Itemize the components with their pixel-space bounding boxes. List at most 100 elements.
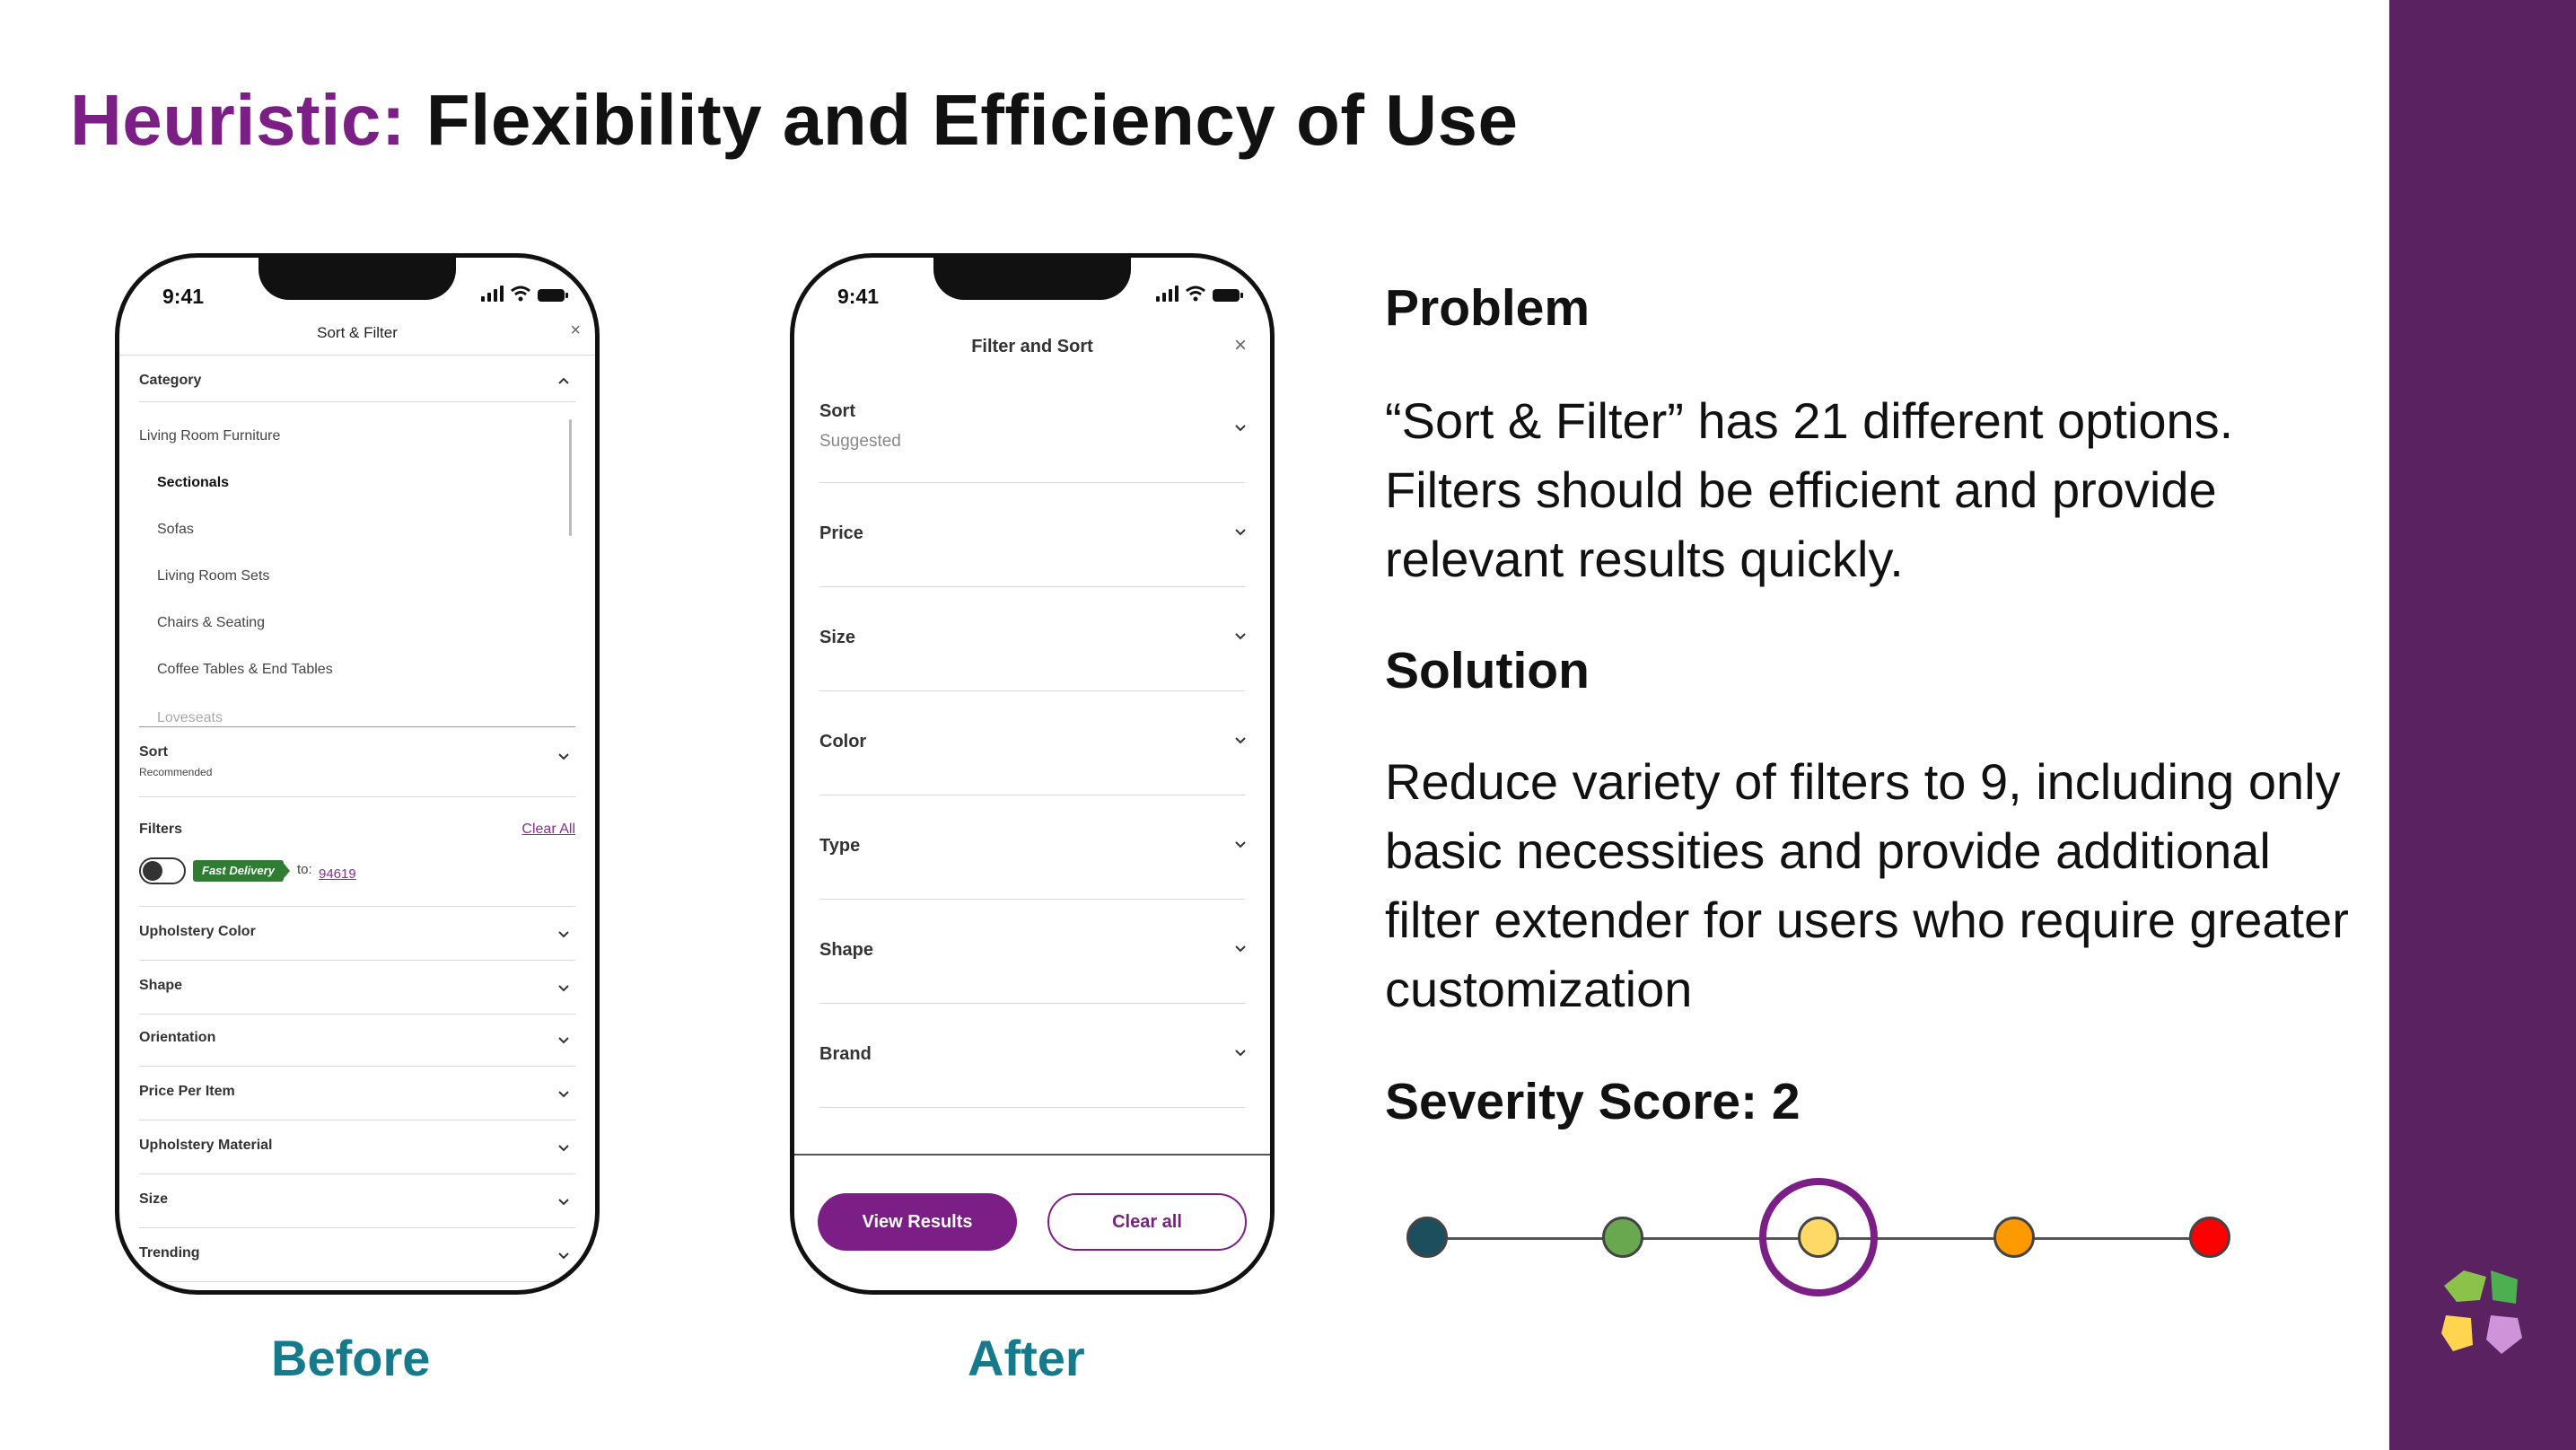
color-label[interactable]: Color (819, 732, 867, 751)
price-label[interactable]: Price (819, 523, 863, 543)
problem-text: “Sort & Filter” has 21 different options… (1385, 392, 2234, 587)
chevron-down-icon[interactable] (557, 1195, 570, 1208)
row-divider (139, 960, 575, 961)
category-item-chairs[interactable]: Chairs & Seating (157, 615, 266, 630)
delivery-zip-link[interactable]: 94619 (319, 866, 356, 882)
row-divider (819, 899, 1245, 900)
chevron-down-icon[interactable] (557, 981, 570, 994)
category-item-living-room-sets[interactable]: Living Room Sets (157, 568, 270, 584)
header-divider (119, 355, 595, 356)
clear-all-button[interactable]: Clear all (1047, 1193, 1247, 1251)
wifi-icon (1186, 286, 1205, 302)
severity-level-dot (2189, 1217, 2230, 1258)
chevron-down-icon[interactable] (1234, 629, 1247, 642)
title-text: Flexibility and Efficiency of Use (425, 80, 1519, 160)
sort-label[interactable]: Sort (819, 401, 855, 421)
row-divider (819, 482, 1245, 483)
row-divider (819, 586, 1245, 587)
brand-logo (2441, 1270, 2522, 1354)
category-divider (139, 401, 575, 402)
chevron-down-icon[interactable] (1234, 942, 1247, 954)
type-label[interactable]: Type (819, 836, 861, 856)
solution-text: Reduce variety of filters to 9, includin… (1385, 753, 2349, 1017)
before-phone: 9:41 Sort & Filter × Category Living Roo… (115, 253, 600, 1295)
row-divider (139, 1281, 575, 1282)
sheet-title: Filter and Sort (971, 337, 1093, 356)
wifi-icon (511, 286, 530, 302)
brand-sidebar (2389, 0, 2576, 1450)
filter-row-label[interactable]: Shape (139, 978, 183, 993)
close-icon[interactable]: × (1233, 333, 1247, 357)
fast-delivery-badge-tip (281, 860, 290, 882)
chevron-up-icon[interactable] (557, 374, 570, 387)
after-phone: 9:41 Filter and Sort × Sort Suggested Pr… (790, 253, 1275, 1295)
chevron-down-icon[interactable] (1234, 1046, 1247, 1059)
category-label[interactable]: Category (139, 373, 202, 388)
page-title: Heuristic: Flexibility and Efficiency of… (70, 79, 1519, 162)
battery-icon (538, 289, 568, 302)
row-divider (139, 1227, 575, 1228)
brand-label[interactable]: Brand (819, 1044, 872, 1064)
chevron-down-icon[interactable] (557, 1249, 570, 1261)
chevron-down-icon[interactable] (557, 1087, 570, 1100)
category-item-coffee-tables[interactable]: Coffee Tables & End Tables (157, 662, 333, 677)
row-divider (819, 690, 1245, 691)
category-end-divider (139, 726, 575, 727)
phone-notch (258, 258, 456, 300)
sort-divider (139, 796, 575, 797)
filter-row-label[interactable]: Upholstery Color (139, 924, 256, 939)
filter-row-label[interactable]: Size (139, 1191, 169, 1207)
clear-all-link[interactable]: Clear All (521, 822, 575, 837)
view-results-button[interactable]: View Results (818, 1193, 1017, 1251)
sheet-title: Sort & Filter (317, 324, 398, 341)
filters-label: Filters (139, 822, 183, 837)
filter-row-label[interactable]: Upholstery Material (139, 1138, 273, 1153)
sheet-footer: View Results Clear all (794, 1154, 1270, 1290)
severity-level-dot (1993, 1217, 2035, 1258)
row-divider (819, 1003, 1245, 1004)
solution-heading: Solution (1385, 642, 1590, 699)
row-divider (819, 1107, 1245, 1108)
chevron-down-icon[interactable] (1234, 838, 1247, 850)
chevron-down-icon[interactable] (557, 927, 570, 940)
category-item-sofas[interactable]: Sofas (157, 522, 194, 537)
row-divider (139, 1014, 575, 1015)
delivery-to-label: to: (297, 862, 312, 877)
status-time: 9:41 (162, 285, 205, 308)
fast-delivery-badge: Fast Delivery (193, 860, 284, 882)
before-caption: Before (271, 1330, 431, 1386)
size-label[interactable]: Size (819, 628, 856, 647)
filter-row-label[interactable]: Trending (139, 1245, 200, 1261)
category-item-living-room[interactable]: Living Room Furniture (139, 428, 281, 444)
status-time: 9:41 (837, 285, 880, 308)
chevron-down-icon[interactable] (1234, 525, 1247, 538)
severity-heading: Severity Score: 2 (1385, 1073, 1801, 1130)
sort-value: Recommended (139, 766, 213, 778)
status-icons (1156, 286, 1243, 302)
close-icon[interactable]: × (570, 321, 581, 340)
filters-divider (139, 906, 575, 907)
category-item-sectionals[interactable]: Sectionals (157, 475, 230, 490)
filter-row-label[interactable]: Price Per Item (139, 1084, 235, 1099)
chevron-down-icon[interactable] (557, 1141, 570, 1154)
shape-label[interactable]: Shape (819, 940, 874, 960)
chevron-down-icon[interactable] (557, 750, 570, 762)
row-divider (139, 1066, 575, 1067)
category-scrollbar[interactable] (569, 419, 572, 536)
status-icons (481, 286, 568, 302)
severity-selected-ring (1759, 1178, 1878, 1296)
after-caption: After (968, 1330, 1085, 1386)
severity-level-dot (1406, 1217, 1448, 1258)
fast-delivery-toggle[interactable] (139, 857, 186, 884)
signal-icon (481, 286, 504, 302)
battery-icon (1213, 289, 1243, 302)
filter-row-label[interactable]: Orientation (139, 1030, 216, 1045)
category-item-loveseats[interactable]: Loveseats (157, 710, 223, 725)
signal-icon (1156, 286, 1178, 302)
phone-notch (933, 258, 1131, 300)
severity-level-dot (1602, 1217, 1643, 1258)
chevron-down-icon[interactable] (1234, 734, 1247, 746)
chevron-down-icon[interactable] (557, 1033, 570, 1046)
sort-label[interactable]: Sort (139, 744, 168, 760)
chevron-down-icon[interactable] (1234, 421, 1247, 434)
